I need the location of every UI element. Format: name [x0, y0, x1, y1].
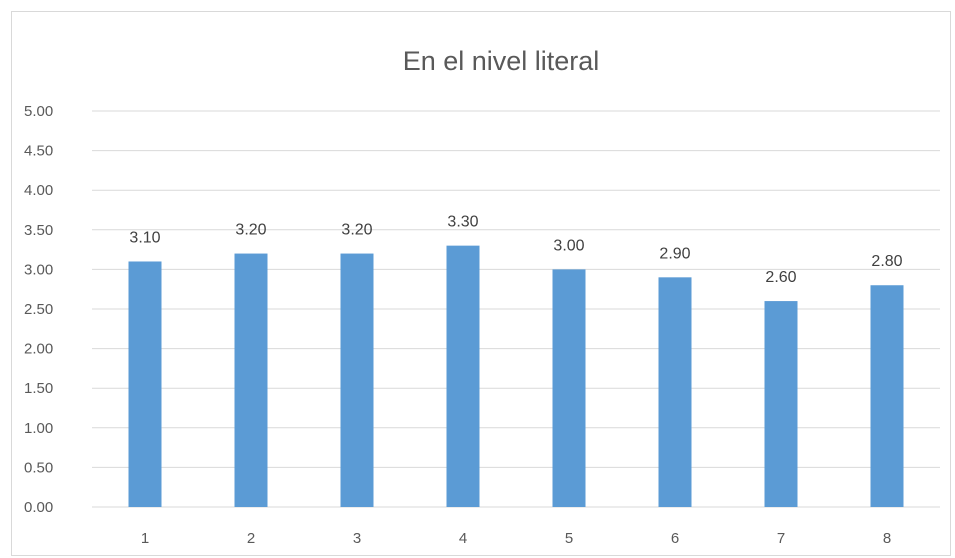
x-tick-label: 4: [459, 530, 467, 547]
bar-value-label: 3.00: [553, 237, 584, 254]
bar: [446, 245, 480, 507]
y-tick-label: 2.00: [24, 341, 53, 358]
bar: [128, 261, 162, 507]
bar-value-label: 3.20: [235, 222, 266, 239]
gridlines: [92, 110, 940, 508]
bar-value-label: 3.30: [447, 214, 478, 231]
bar-value-label: 2.90: [659, 245, 690, 262]
x-tick-label: 3: [353, 530, 361, 547]
bar: [658, 277, 692, 507]
bar: [870, 285, 904, 507]
x-axis-ticks: 1 2 3 4 5 6 7 8: [141, 530, 891, 547]
bar-value-label: 3.10: [129, 229, 160, 246]
x-tick-label: 6: [671, 530, 679, 547]
bars: [128, 245, 904, 507]
bar: [234, 253, 268, 507]
x-tick-label: 1: [141, 530, 149, 547]
y-tick-label: 5.00: [24, 103, 53, 120]
x-tick-label: 7: [777, 530, 785, 547]
y-tick-label: 1.50: [24, 380, 53, 397]
chart-title: En el nivel literal: [403, 46, 600, 76]
bar-value-label: 3.20: [341, 222, 372, 239]
y-tick-label: 3.00: [24, 261, 53, 278]
x-tick-label: 8: [883, 530, 891, 547]
x-tick-label: 5: [565, 530, 573, 547]
x-tick-label: 2: [247, 530, 255, 547]
y-tick-label: 3.50: [24, 222, 53, 239]
y-tick-label: 0.50: [24, 459, 53, 476]
bar-value-label: 2.80: [871, 253, 902, 270]
data-labels: 3.10 3.20 3.20 3.30 3.00 2.90 2.60 2.80: [129, 214, 902, 286]
y-tick-label: 4.50: [24, 143, 53, 160]
y-tick-label: 4.00: [24, 182, 53, 199]
bar: [764, 301, 798, 507]
y-axis-ticks: 0.00 0.50 1.00 1.50 2.00 2.50 3.00 3.50 4.00 4.50…: [24, 103, 53, 516]
y-tick-label: 0.00: [24, 499, 53, 516]
y-tick-label: 2.50: [24, 301, 53, 318]
y-tick-label: 1.00: [24, 420, 53, 437]
bar-value-label: 2.60: [765, 269, 796, 286]
bar: [340, 253, 374, 507]
bar: [552, 269, 586, 507]
